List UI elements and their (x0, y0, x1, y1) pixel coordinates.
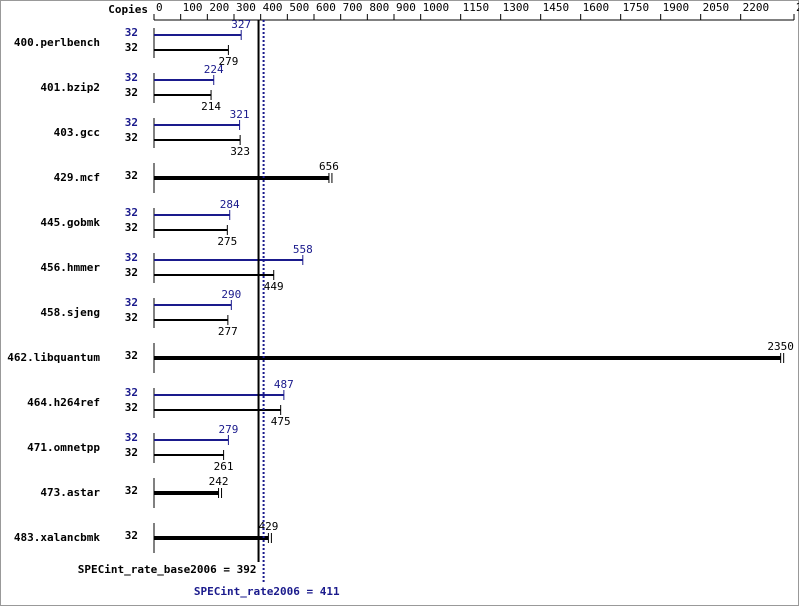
bar (154, 139, 241, 141)
category-label: 429.mcf (54, 171, 100, 184)
x-tick-label: 600 (316, 1, 336, 14)
bar (154, 319, 228, 321)
copies-label: 32 (125, 431, 138, 444)
copies-label: 32 (125, 206, 138, 219)
value-label: 261 (214, 460, 234, 473)
bar (154, 304, 232, 306)
category-label: 471.omnetpp (27, 441, 100, 454)
value-label: 323 (230, 145, 250, 158)
value-label: 327 (231, 18, 251, 31)
copies-label: 32 (125, 529, 138, 542)
bar (154, 356, 781, 360)
copies-label: 32 (125, 169, 138, 182)
value-label: 2350 (767, 340, 794, 353)
bar (154, 274, 274, 276)
x-tick-label: 2200 (743, 1, 770, 14)
bar (154, 454, 224, 456)
category-label: 401.bzip2 (40, 81, 100, 94)
value-label: 279 (218, 55, 238, 68)
copies-label: 32 (125, 484, 138, 497)
bar (154, 409, 281, 411)
copies-label: 32 (125, 266, 138, 279)
value-label: 558 (293, 243, 313, 256)
copies-label: 32 (125, 221, 138, 234)
bar (154, 229, 228, 231)
bar (154, 536, 269, 540)
value-label: 279 (218, 423, 238, 436)
value-label: 429 (258, 520, 278, 533)
x-tick-label: 700 (343, 1, 363, 14)
x-tick-label: 1150 (463, 1, 490, 14)
bar (154, 176, 329, 180)
category-label: 403.gcc (54, 126, 100, 139)
bar (154, 94, 212, 96)
copies-label: 32 (125, 131, 138, 144)
value-label: 277 (218, 325, 238, 338)
copies-label: 32 (125, 41, 138, 54)
copies-label: 32 (125, 26, 138, 39)
value-label: 284 (220, 198, 240, 211)
bar (154, 394, 284, 396)
value-label: 290 (221, 288, 241, 301)
x-tick-label: 1000 (423, 1, 450, 14)
category-label: 445.gobmk (40, 216, 100, 229)
x-tick-label: 1450 (543, 1, 570, 14)
value-label: 321 (230, 108, 250, 121)
reference-label: SPECint_rate2006 = 411 (194, 585, 340, 598)
x-tick-label: 500 (289, 1, 309, 14)
value-label: 242 (209, 475, 229, 488)
copies-label: 32 (125, 386, 138, 399)
copies-label: 32 (125, 349, 138, 362)
value-label: 224 (204, 63, 224, 76)
bar (154, 79, 214, 81)
x-tick-label: 1300 (503, 1, 529, 14)
bar (154, 34, 242, 36)
x-tick-label: 1900 (663, 1, 690, 14)
x-tick-label: 200 (209, 1, 229, 14)
bar (154, 124, 240, 126)
axis-title: Copies (108, 3, 148, 16)
copies-label: 32 (125, 116, 138, 129)
reference-label: SPECint_rate_base2006 = 392 (78, 563, 257, 576)
x-tick-label: 100 (183, 1, 203, 14)
bar (154, 259, 303, 261)
category-label: 464.h264ref (27, 396, 100, 409)
copies-label: 32 (125, 311, 138, 324)
x-tick-label: 300 (236, 1, 256, 14)
bar (154, 214, 230, 216)
copies-label: 32 (125, 296, 138, 309)
copies-label: 32 (125, 401, 138, 414)
x-tick-label: 0 (156, 1, 163, 14)
value-label: 449 (264, 280, 284, 293)
copies-label: 32 (125, 71, 138, 84)
bar (154, 439, 229, 441)
x-tick-label: 1750 (623, 1, 650, 14)
category-label: 458.sjeng (40, 306, 100, 319)
category-label: 462.libquantum (7, 351, 100, 364)
copies-label: 32 (125, 446, 138, 459)
value-label: 656 (319, 160, 339, 173)
x-tick-label: 2050 (703, 1, 730, 14)
x-tick-label: 900 (396, 1, 416, 14)
x-tick-label: 2400 (796, 1, 799, 14)
x-tick-label: 1600 (583, 1, 610, 14)
category-label: 483.xalancbmk (14, 531, 100, 544)
value-label: 214 (201, 100, 221, 113)
copies-label: 32 (125, 86, 138, 99)
x-tick-label: 400 (263, 1, 283, 14)
copies-label: 32 (125, 251, 138, 264)
category-label: 400.perlbench (14, 36, 100, 49)
category-label: 456.hmmer (40, 261, 100, 274)
x-tick-label: 800 (369, 1, 389, 14)
bar (154, 491, 219, 495)
category-label: 473.astar (40, 486, 100, 499)
value-label: 487 (274, 378, 294, 391)
bar (154, 49, 229, 51)
value-label: 475 (271, 415, 291, 428)
value-label: 275 (217, 235, 237, 248)
